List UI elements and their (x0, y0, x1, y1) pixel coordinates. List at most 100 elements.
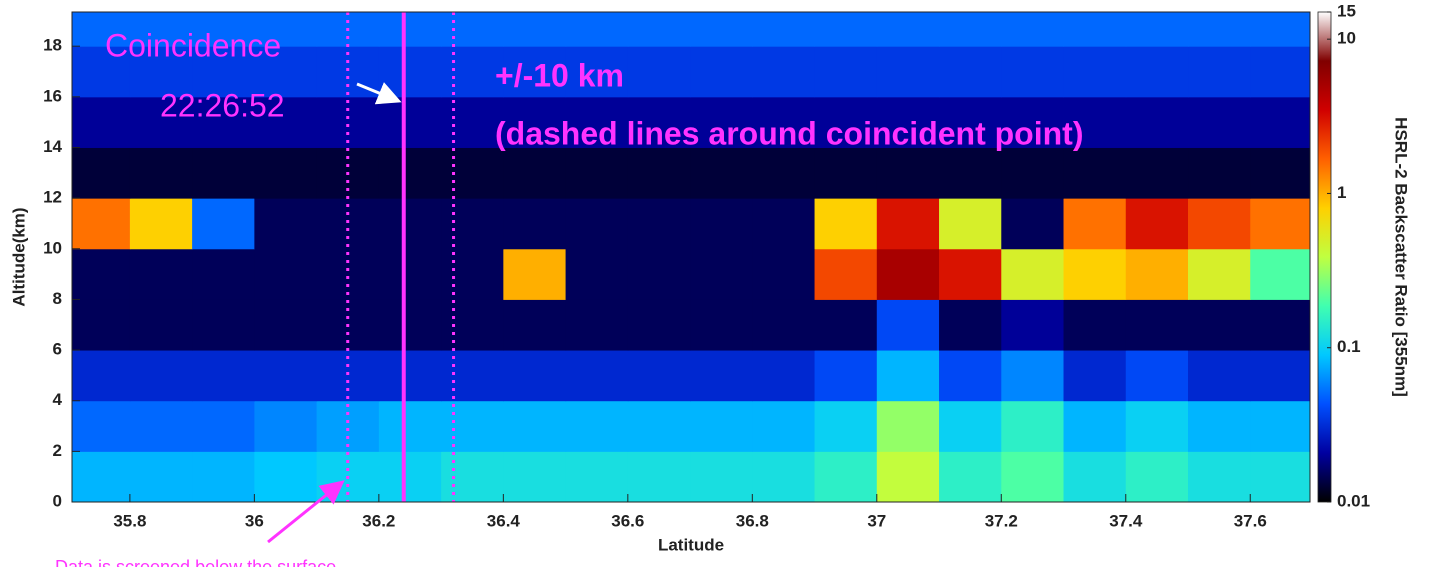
heatmap-cell (254, 299, 317, 350)
x-tick-label: 37 (867, 511, 886, 530)
heatmap-cell (192, 198, 255, 249)
heatmap-cell (752, 451, 815, 502)
heatmap-cell (939, 46, 1002, 97)
heatmap-cell (690, 249, 753, 300)
heatmap-cell (68, 451, 131, 502)
y-tick-label: 8 (53, 289, 62, 308)
heatmap-cell (1064, 147, 1127, 198)
chart: Altitude(km) Latitude HSRL-2 Backscatter… (0, 0, 1437, 567)
heatmap-cell (752, 147, 815, 198)
heatmap-cell (441, 401, 504, 452)
heatmap-cell (503, 299, 566, 350)
heatmap-cell (1188, 299, 1251, 350)
annotation: (dashed lines around coincident point) (495, 115, 1083, 151)
heatmap-cell (690, 147, 753, 198)
heatmap-cell (1126, 299, 1189, 350)
heatmap-cell (254, 249, 317, 300)
heatmap-cell (752, 0, 815, 47)
heatmap-cell (1126, 350, 1189, 401)
heatmap-cell (130, 147, 193, 198)
annotation: Data is screened below the surface (55, 557, 336, 567)
heatmap-cell (566, 147, 629, 198)
heatmap-cell (815, 147, 878, 198)
heatmap-cell (254, 198, 317, 249)
heatmap-cell (752, 46, 815, 97)
heatmap-cell (1064, 198, 1127, 249)
heatmap-cell (628, 451, 691, 502)
heatmap-cell (1250, 46, 1313, 97)
heatmap-cell (815, 451, 878, 502)
heatmap-cell (815, 299, 878, 350)
x-tick-label: 37.6 (1234, 511, 1267, 530)
heatmap-cell (939, 299, 1002, 350)
heatmap-cell (503, 198, 566, 249)
heatmap-cell (815, 401, 878, 452)
annotation: 22:26:52 (160, 87, 285, 123)
heatmap-cell (68, 350, 131, 401)
heatmap-cell (628, 299, 691, 350)
heatmap-cell (877, 147, 940, 198)
heatmap-cell (939, 147, 1002, 198)
heatmap-cell (628, 198, 691, 249)
heatmap-cell (441, 350, 504, 401)
heatmap-cell (254, 401, 317, 452)
heatmap-cell (130, 350, 193, 401)
y-tick-label: 6 (53, 340, 62, 359)
heatmap-cell (1188, 451, 1251, 502)
heatmap-cell (877, 401, 940, 452)
x-tick-label: 36.8 (736, 511, 769, 530)
heatmap-cell (628, 147, 691, 198)
colorbar-tick-label: 0.1 (1337, 337, 1361, 356)
heatmap-cell (1126, 147, 1189, 198)
heatmap-cell (1250, 451, 1313, 502)
heatmap-cell (1250, 198, 1313, 249)
heatmap-cell (130, 401, 193, 452)
heatmap-cell (877, 249, 940, 300)
heatmap-cell (68, 401, 131, 452)
heatmap-cell (441, 299, 504, 350)
heatmap-cell (815, 46, 878, 97)
heatmap-cell (1250, 0, 1313, 47)
heatmap-cell (379, 299, 442, 350)
heatmap-cell (1250, 350, 1313, 401)
heatmap-cell (1064, 350, 1127, 401)
heatmap-cell (939, 401, 1002, 452)
heatmap-cell (628, 249, 691, 300)
heatmap-cell (1001, 401, 1064, 452)
heatmap-cell (1250, 401, 1313, 452)
heatmap-cell (1250, 147, 1313, 198)
heatmap-cell (68, 147, 131, 198)
heatmap-cell (192, 147, 255, 198)
heatmap-cell (1126, 97, 1189, 148)
heatmap-cell (939, 249, 1002, 300)
x-axis-label: Latitude (658, 535, 724, 554)
heatmap-cell (441, 198, 504, 249)
heatmap-cell (1188, 0, 1251, 47)
heatmap-cell (1250, 97, 1313, 148)
heatmap-cell (1064, 451, 1127, 502)
heatmap-cell (192, 249, 255, 300)
heatmap-cell (1250, 299, 1313, 350)
heatmap-cell (1188, 46, 1251, 97)
colorbar (1318, 12, 1331, 502)
colorbar-tick-label: 0.01 (1337, 491, 1370, 510)
heatmap-cell (379, 198, 442, 249)
heatmap-cell (939, 350, 1002, 401)
heatmap-cell (379, 350, 442, 401)
y-tick-label: 16 (43, 86, 62, 105)
heatmap-cell (254, 147, 317, 198)
heatmap-cell (1188, 97, 1251, 148)
colorbar-label: HSRL-2 Backscatter Ratio [355nm] (1392, 117, 1411, 397)
heatmap-cell (939, 198, 1002, 249)
y-tick-label: 18 (43, 36, 62, 55)
x-tick-label: 36.6 (611, 511, 644, 530)
heatmap-cell (939, 0, 1002, 47)
heatmap-cell (628, 46, 691, 97)
heatmap-cell (566, 451, 629, 502)
x-tick-label: 35.8 (113, 511, 146, 530)
heatmap-cell (441, 249, 504, 300)
heatmap-cell (752, 299, 815, 350)
heatmap-cell (1001, 198, 1064, 249)
heatmap-cell (566, 350, 629, 401)
heatmap-cell (503, 401, 566, 452)
